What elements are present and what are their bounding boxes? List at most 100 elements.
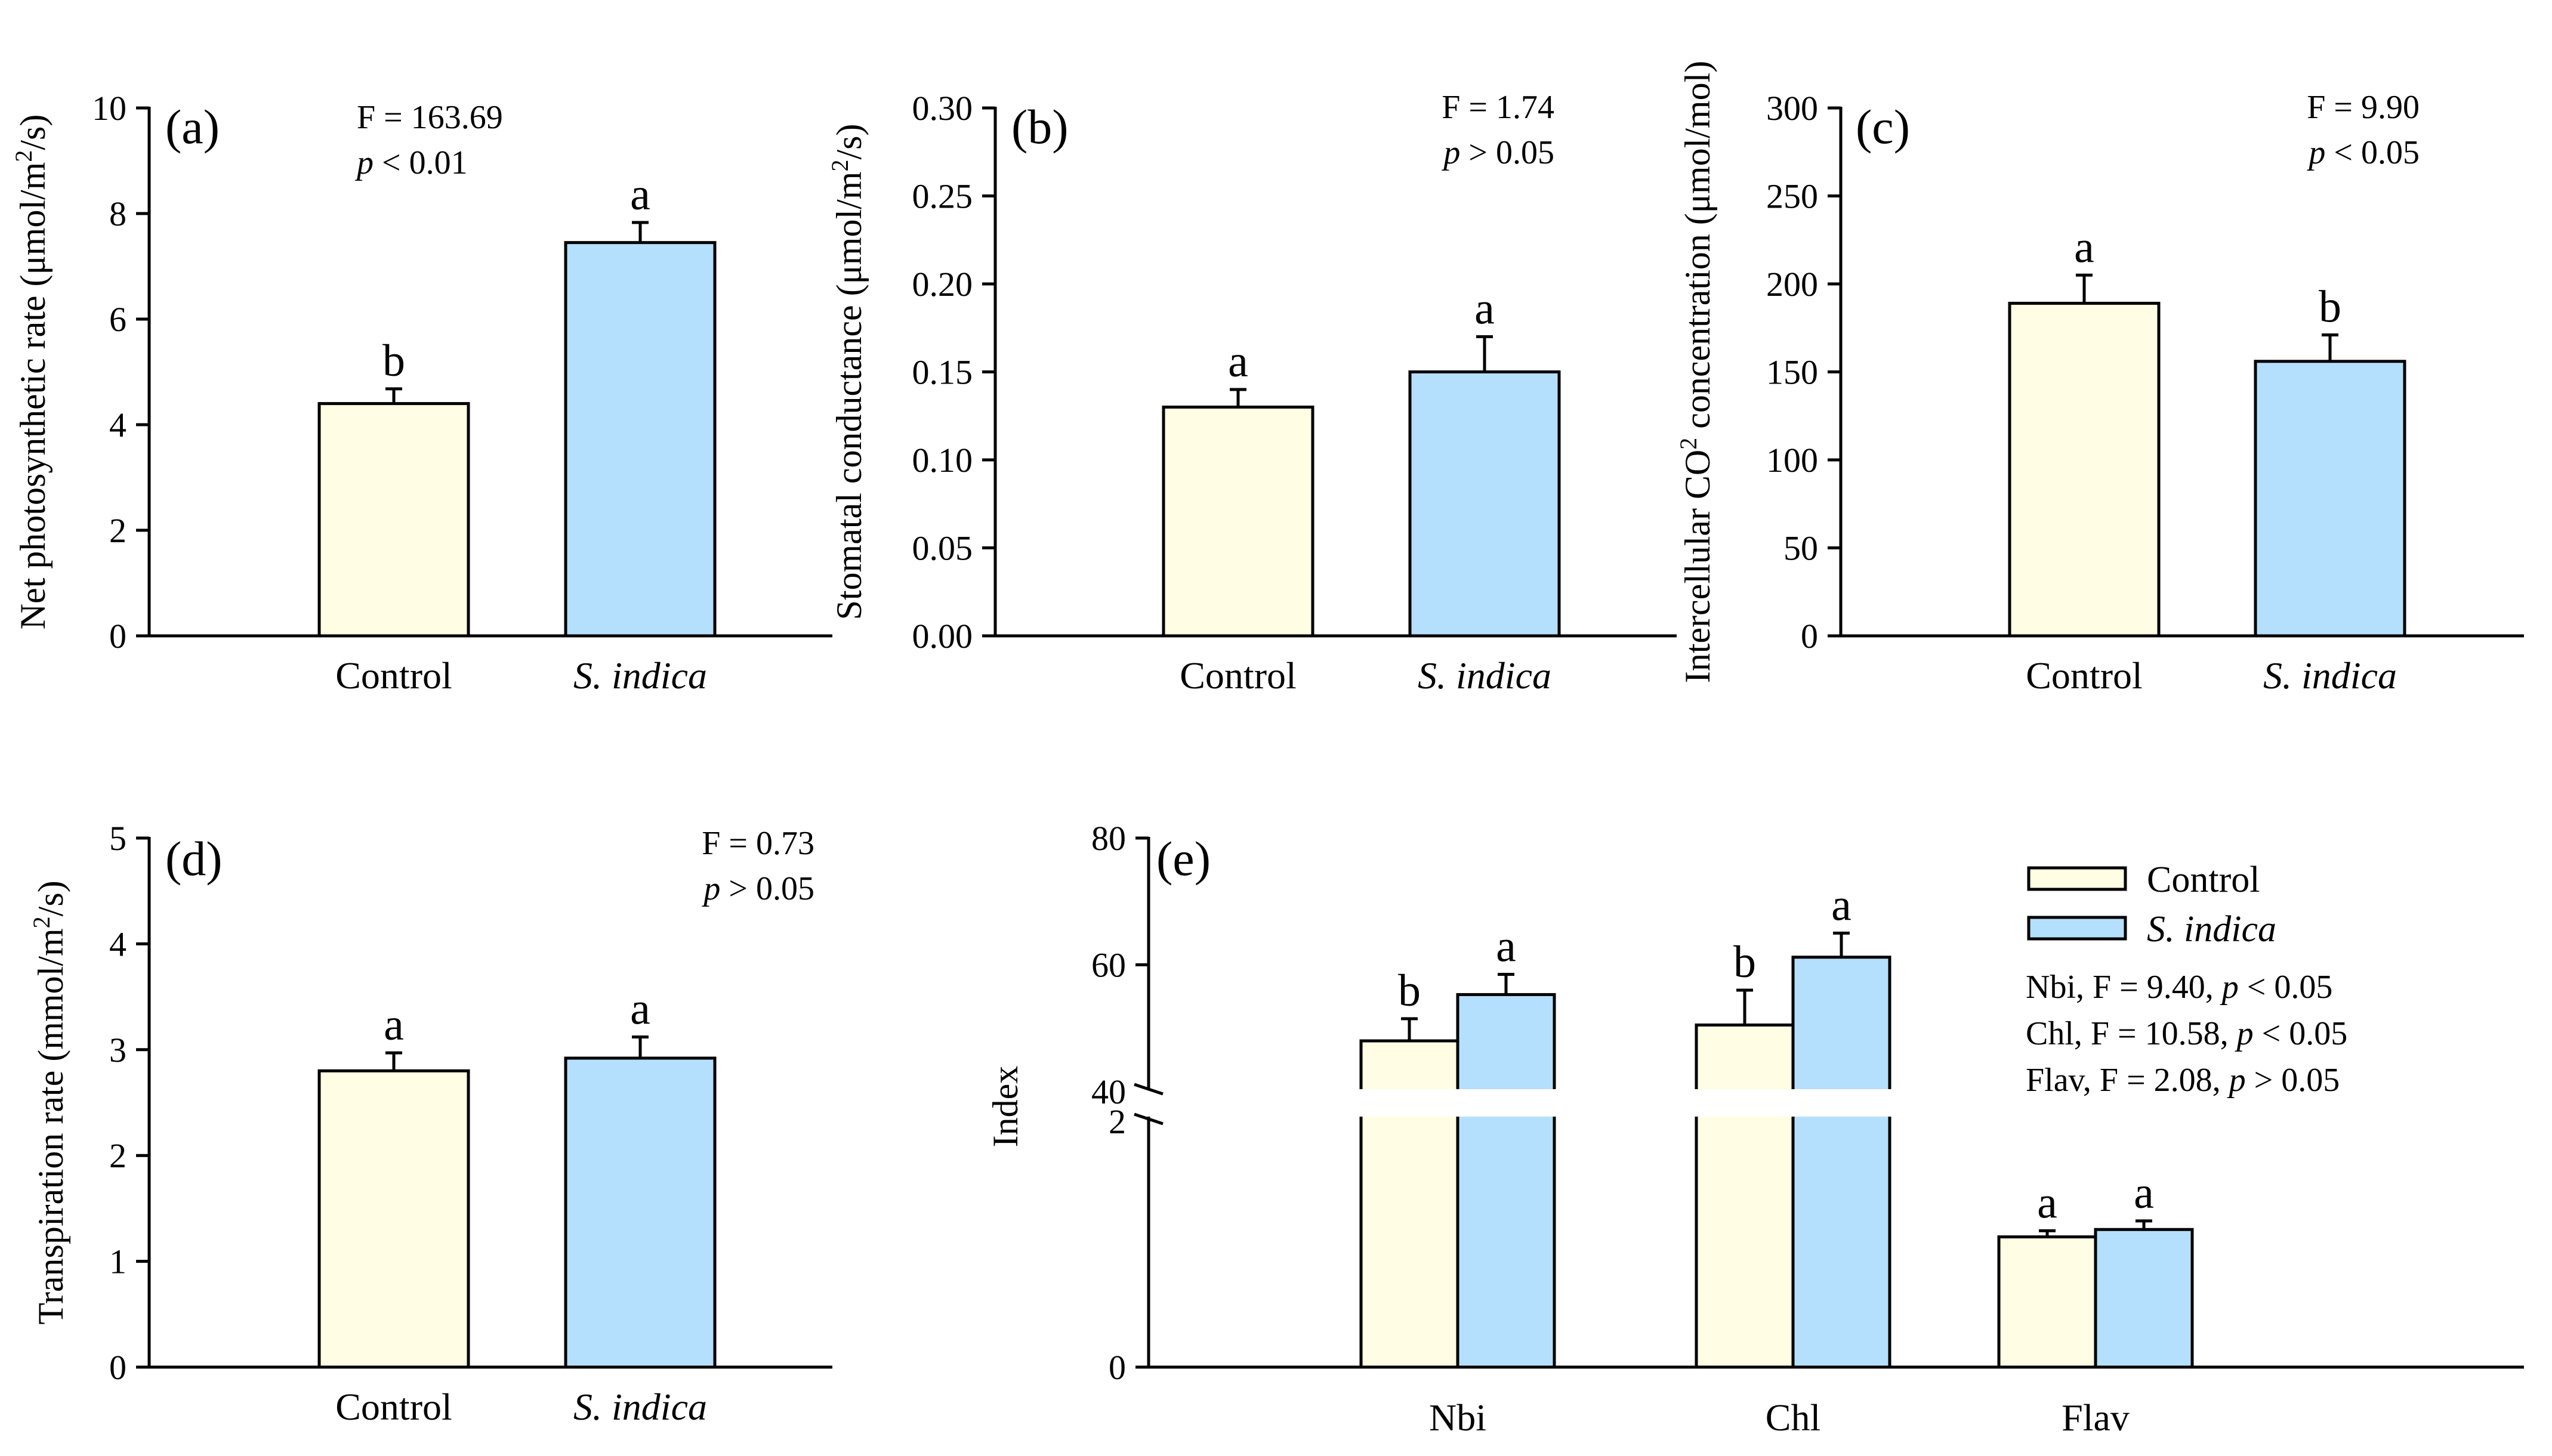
significance-letter: b	[1398, 966, 1421, 1016]
error-bar	[1736, 988, 1753, 1025]
x-category-label: Control	[2026, 654, 2143, 697]
stats-f-value: F = 163.69	[357, 99, 503, 136]
error-bar	[1476, 335, 1493, 372]
y-tick-label: 0.00	[912, 617, 973, 656]
bar-s-indica	[564, 241, 717, 638]
y-tick-label: 300	[1766, 89, 1818, 128]
error-bar	[1230, 388, 1246, 407]
bar-nbi-s-indica	[1456, 993, 1556, 1369]
panel-label: (a)	[165, 100, 220, 154]
y-tick-label: 0	[109, 617, 126, 656]
y-tick-label: 250	[1766, 177, 1818, 216]
y-axis-label: Index	[986, 1066, 1025, 1148]
y-tick-label: 4	[109, 925, 126, 963]
stats-line: Flav, F = 2.08, p > 0.05	[2026, 1062, 2340, 1099]
x-category-label: Nbi	[1429, 1396, 1486, 1439]
y-tick-label: 4	[109, 406, 126, 444]
y-tick-label: 5	[109, 819, 126, 858]
error-bar	[632, 221, 649, 243]
y-tick-label: 40	[1091, 1072, 1126, 1111]
panel-label: (b)	[1011, 100, 1069, 154]
significance-letter: a	[384, 1000, 404, 1050]
y-tick-label: 2	[109, 511, 126, 550]
y-tick-label: 6	[109, 300, 126, 339]
y-tick-label: 2	[1109, 1102, 1126, 1141]
bar-s-indica	[564, 1056, 717, 1369]
significance-letter: a	[1474, 284, 1495, 334]
bar-flav-s-indica	[2094, 1228, 2194, 1369]
x-category-label: Control	[1180, 654, 1297, 697]
error-bar	[2076, 273, 2093, 304]
y-tick-label: 8	[109, 194, 126, 233]
panel-label: (e)	[1156, 831, 1211, 886]
y-tick-label: 10	[92, 89, 126, 128]
panel-label: (c)	[1856, 100, 1910, 154]
significance-letter: a	[1831, 880, 1851, 930]
bar-control	[317, 402, 470, 638]
axis-break-mark	[1134, 1083, 1164, 1096]
y-axis-label: Intercellular CO2 concentration (μmol/mo…	[1675, 61, 1718, 684]
error-bar	[632, 1035, 649, 1058]
stats-f-value: F = 0.73	[702, 825, 814, 862]
x-category-label: Chl	[1766, 1396, 1820, 1439]
x-category-label: S. indica	[573, 1386, 707, 1428]
y-tick-label: 60	[1091, 946, 1126, 985]
y-tick-label: 0	[109, 1348, 126, 1387]
error-bar	[2136, 1219, 2152, 1230]
y-tick-label: 0	[1109, 1348, 1126, 1387]
y-tick-label: 80	[1091, 819, 1126, 858]
bar-chl-s-indica	[1791, 956, 1891, 1369]
y-tick-label: 0.10	[912, 441, 973, 480]
y-tick-label: 50	[1783, 529, 1818, 568]
legend-label: S. indica	[2147, 909, 2276, 950]
bar-s-indica	[1408, 370, 1561, 638]
error-bar	[385, 1051, 402, 1071]
legend-swatch-control	[2027, 866, 2127, 891]
stats-line: Chl, F = 10.58, p < 0.05	[2026, 1015, 2347, 1052]
y-axis-label: Net photosynthetic rate (μmol/m2/s)	[10, 115, 53, 630]
significance-letter: b	[1733, 937, 1756, 987]
y-tick-label: 3	[109, 1031, 126, 1069]
bar-control	[2008, 301, 2161, 638]
significance-letter: a	[2037, 1177, 2057, 1228]
panel-label: (d)	[165, 831, 223, 886]
x-category-label: Control	[335, 1386, 452, 1428]
significance-letter: b	[382, 336, 405, 386]
stats-line: Nbi, F = 9.40, p < 0.05	[2026, 969, 2332, 1006]
stats-p-value: p < 0.01	[354, 144, 468, 181]
bar-control	[317, 1069, 470, 1369]
stats-f-value: F = 9.90	[2307, 89, 2420, 126]
bar-flav-control	[1997, 1235, 2097, 1369]
error-bar	[1498, 972, 1514, 995]
significance-letter: a	[1496, 921, 1516, 971]
y-tick-label: 0.05	[912, 529, 973, 568]
y-tick-label: 100	[1766, 441, 1818, 480]
y-tick-label: 0.15	[912, 353, 973, 392]
axis-break-mark	[1134, 1112, 1164, 1126]
axis-break-gap	[1131, 1089, 1906, 1117]
stats-p-value: p < 0.05	[2306, 134, 2420, 171]
stats-p-value: p > 0.05	[1441, 134, 1554, 171]
significance-letter: a	[630, 984, 650, 1034]
bar-s-indica	[2254, 360, 2406, 638]
significance-letter: a	[630, 169, 650, 220]
y-tick-label: 0.25	[912, 177, 973, 216]
legend-label: Control	[2147, 860, 2260, 900]
error-bar	[2322, 333, 2338, 361]
y-tick-label: 0.30	[912, 89, 973, 128]
y-tick-label: 0.20	[912, 265, 973, 304]
y-tick-label: 200	[1766, 265, 1818, 304]
y-axis-label: Stomatal conductance (μmol/m2/s)	[826, 124, 869, 620]
error-bar	[385, 387, 402, 404]
y-tick-label: 150	[1766, 353, 1818, 392]
y-tick-label: 1	[109, 1242, 126, 1281]
bar-chl-control	[1695, 1023, 1795, 1369]
x-category-label: Flav	[2062, 1396, 2130, 1439]
x-category-label: S. indica	[573, 654, 707, 697]
x-category-label: S. indica	[2263, 654, 2397, 697]
stats-p-value: p > 0.05	[701, 870, 814, 907]
legend-swatch-s-indica	[2027, 916, 2127, 941]
x-category-label: S. indica	[1418, 654, 1551, 697]
y-axis-label: Transpiration rate (mmol/m2/s)	[28, 880, 71, 1324]
